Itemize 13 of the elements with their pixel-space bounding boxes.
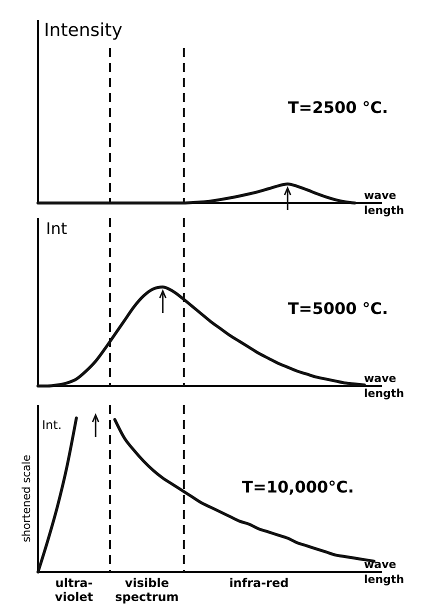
annotation: T=10,000°C. (242, 478, 354, 496)
text: visible spectrum (115, 576, 179, 604)
y-axis-title: shortened scale (20, 454, 33, 542)
y-axis-title: Int (46, 219, 68, 238)
annotation: T=5000 °C. (288, 299, 388, 318)
annotation: Int. (42, 418, 62, 432)
x-axis-title: wave length (364, 372, 404, 400)
y-axis-title: Intensity (44, 20, 123, 41)
x-axis-title: wave length (364, 189, 404, 217)
x-axis-title: wave length (364, 558, 404, 586)
text: infra-red (229, 576, 289, 590)
text: ultra-violet (54, 576, 94, 604)
text: T=2500 °C. (288, 98, 388, 117)
